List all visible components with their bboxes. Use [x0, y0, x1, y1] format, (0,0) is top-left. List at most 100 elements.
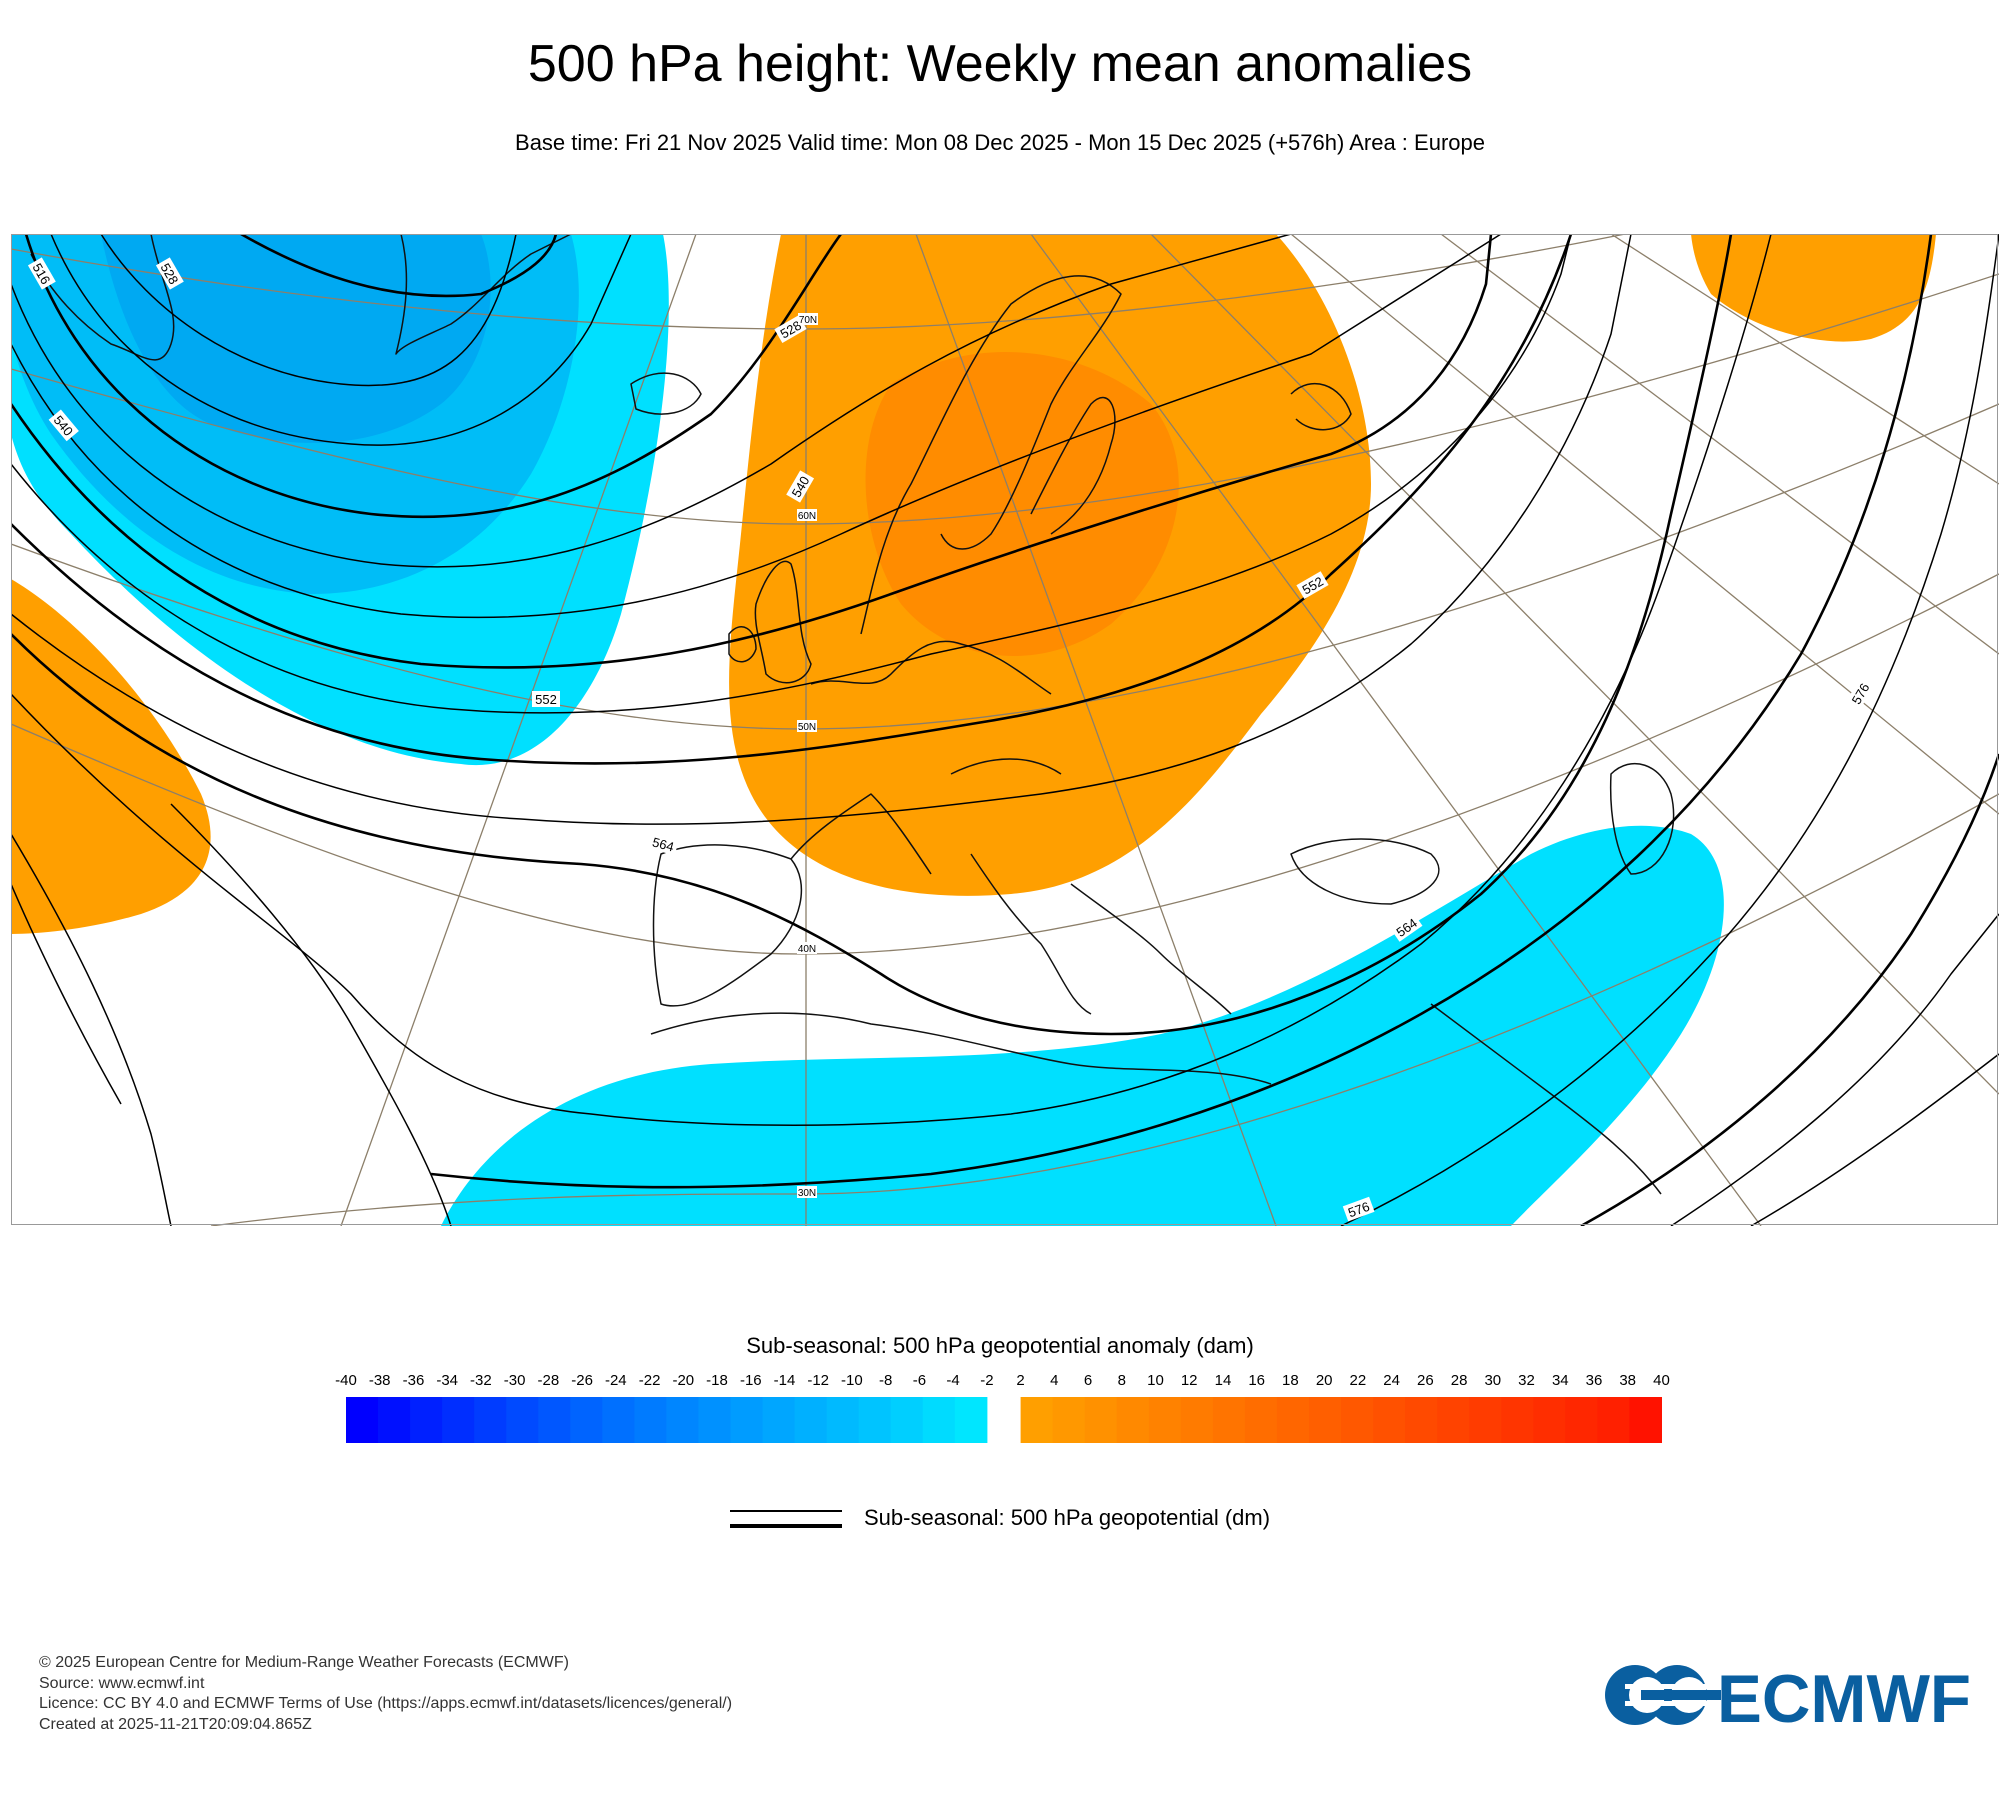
- footer-copyright: © 2025 European Centre for Medium-Range …: [39, 1654, 569, 1671]
- colorbar-tick-label: 24: [1383, 1372, 1400, 1389]
- colorbar-tick-label: 10: [1147, 1372, 1164, 1389]
- contour-a: [100, 234, 517, 387]
- colorbar-box-negative: [826, 1397, 860, 1443]
- colorbar-box-positive: [1565, 1397, 1598, 1443]
- contour-576: [430, 234, 1933, 1189]
- colorbar-box-negative: [570, 1397, 603, 1443]
- iceland-coast: [630, 372, 702, 415]
- colorbar-tick-label: 8: [1118, 1372, 1126, 1389]
- north-africa-coast: [650, 1012, 1272, 1085]
- negative-anomaly-mediterranean: [441, 825, 1724, 1226]
- positive-anomaly-west: [11, 579, 211, 934]
- colorbar-tick-label: 34: [1552, 1372, 1569, 1389]
- middle-east-coast: [1430, 1003, 1662, 1195]
- colorbar-tick-label: -6: [913, 1372, 926, 1389]
- balkans-coast: [1070, 883, 1232, 1015]
- colorbar-tick-label: -4: [946, 1372, 959, 1389]
- colorbar-box-negative: [858, 1397, 892, 1443]
- lat-line: [11, 234, 1629, 330]
- colorbar-box-positive: [1341, 1397, 1374, 1443]
- colorbar-tick-label: 6: [1084, 1372, 1092, 1389]
- colorbar-box-negative: [954, 1397, 988, 1443]
- latitude-label: 50N: [797, 720, 817, 733]
- colorbar-box-positive: [1405, 1397, 1438, 1443]
- colorbar-box-positive: [1437, 1397, 1470, 1443]
- colorbar-box-negative: [410, 1397, 443, 1443]
- colorbar-box-negative: [762, 1397, 796, 1443]
- lon-line: [1440, 234, 1999, 655]
- colorbar-box-positive: [1533, 1397, 1566, 1443]
- colorbar-tick-label: -2: [980, 1372, 993, 1389]
- latitude-label: 30N: [797, 1186, 817, 1199]
- iberia-coast: [652, 844, 803, 1007]
- contour-m: [1750, 1053, 1999, 1226]
- colorbar-box-positive: [1373, 1397, 1406, 1443]
- colorbar-box-positive: [1148, 1397, 1182, 1443]
- ecmwf-logo-mark: [1605, 1665, 1721, 1725]
- colorbar-tick-label: 12: [1181, 1372, 1198, 1389]
- colorbar-tick-label: 22: [1350, 1372, 1367, 1389]
- colorbar-box-negative: [602, 1397, 635, 1443]
- svg-text:576: 576: [1346, 1199, 1372, 1221]
- contour-l: [1670, 913, 1999, 1226]
- geopotential-contours: [11, 234, 1999, 1226]
- colorbar-tick-label: 36: [1586, 1372, 1603, 1389]
- latitude-labels: 70N 60N 50N 40N 30N: [797, 313, 818, 1199]
- baltic-coast: [950, 758, 1062, 775]
- colorbar-tick-label: -12: [807, 1372, 829, 1389]
- contour-d: [11, 234, 1502, 619]
- colorbar-box-negative: [698, 1397, 732, 1443]
- contour-legend-symbol: [730, 1510, 842, 1528]
- contour-c: [11, 234, 1292, 568]
- lon-line: [1150, 234, 1999, 1095]
- contour-b: [50, 234, 632, 446]
- lat-line: [11, 403, 1999, 730]
- colorbar-tick-label: 40: [1653, 1372, 1670, 1389]
- footer-created: Created at 2025-11-21T20:09:04.865Z: [39, 1715, 312, 1733]
- colorbar-box-positive: [1629, 1397, 1662, 1443]
- colorbar-tick-label: -18: [706, 1372, 728, 1389]
- white-sea-coast: [1290, 383, 1352, 431]
- colorbar-ticks: -40 -38 -36 -34 -32 -30 -28 -26 -24 -22 -20 -18 -16-…: [335, 1372, 1670, 1389]
- colorbar-tick-label: 4: [1050, 1372, 1058, 1389]
- contour-label: 552: [532, 691, 560, 707]
- colorbar-tick-label: -36: [403, 1372, 425, 1389]
- finland-coast: [1030, 396, 1116, 535]
- colorbar-tick-label: -34: [436, 1372, 458, 1389]
- svg-text:60N: 60N: [798, 511, 816, 522]
- colorbar-tick-label: -32: [470, 1372, 492, 1389]
- contour-label: 564: [647, 832, 679, 856]
- lon-line: [1030, 234, 1762, 1226]
- colorbar-tick-label: 14: [1215, 1372, 1232, 1389]
- colorbar-box-negative: [730, 1397, 764, 1443]
- colorbar-box-positive: [1084, 1397, 1118, 1443]
- colorbar-tick-label: 28: [1451, 1372, 1468, 1389]
- negative-anomaly-atlantic-center: [101, 234, 491, 443]
- europe-coast: [810, 640, 1052, 695]
- contour-g: [11, 234, 1772, 1126]
- colorbar-box-negative: [442, 1397, 475, 1443]
- lon-line: [1290, 234, 1999, 815]
- latitude-label: 70N: [798, 313, 818, 326]
- colorbar-tick-label: -16: [740, 1372, 762, 1389]
- colorbar-box-positive: [1180, 1397, 1214, 1443]
- footer-licence: Licence: CC BY 4.0 and ECMWF Terms of Us…: [39, 1695, 733, 1712]
- footer: © 2025 European Centre for Medium-Range …: [39, 1653, 732, 1735]
- colorbar-tick-label: -28: [538, 1372, 560, 1389]
- greenland-coast: [395, 234, 572, 355]
- colorbar-tick-label: 18: [1282, 1372, 1299, 1389]
- france-coast: [790, 793, 932, 875]
- colorbar-box-positive: [1020, 1397, 1054, 1443]
- contour-564: [11, 234, 1733, 1036]
- colorbar: -40 -38 -36 -34 -32 -30 -28 -26 -24 -22 -20 -18 -16-…: [335, 1372, 1670, 1443]
- contour-528: [24, 234, 843, 519]
- contour-f: [11, 234, 1632, 825]
- colorbar-box-negative: [794, 1397, 828, 1443]
- svg-text:30N: 30N: [798, 1188, 816, 1199]
- contour-e: [11, 234, 1572, 714]
- coastlines: [30, 234, 1675, 1195]
- colorbar-box-negative: [890, 1397, 924, 1443]
- contour-j: [1340, 234, 1999, 1226]
- ecmwf-logo: ECMWF: [1605, 1661, 1971, 1730]
- contour-h: [11, 833, 172, 1226]
